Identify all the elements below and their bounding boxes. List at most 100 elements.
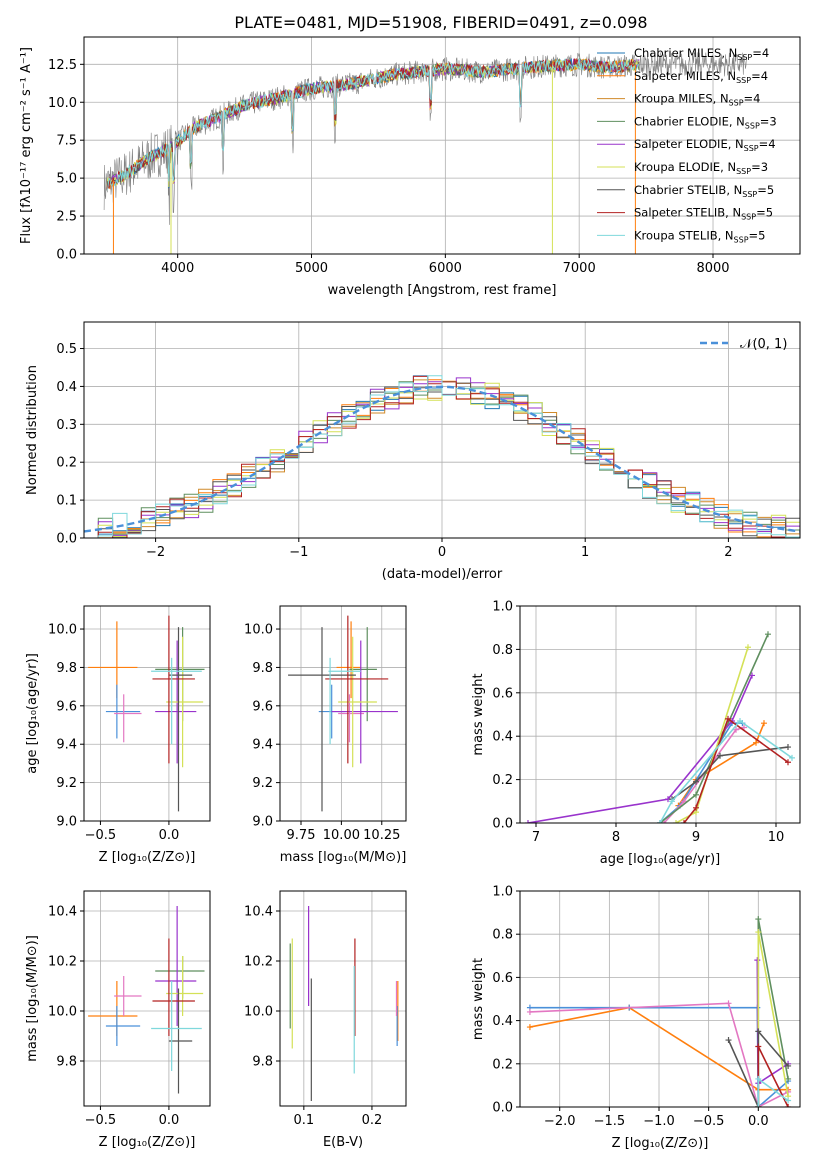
x-axis-label: E(B-V): [323, 1135, 363, 1150]
series-marker: [725, 715, 731, 722]
x-axis-label: mass [log₁₀(M/M⊙)]: [280, 850, 407, 865]
data-point: [325, 615, 389, 764]
plot-area: [288, 615, 398, 812]
series-marker: [717, 752, 723, 759]
y-tick-label: 0.2: [56, 456, 77, 471]
y-tick-label: 1.0: [492, 600, 513, 615]
y-axis-label: mass [log₁₀(M/M⊙)]: [25, 935, 40, 1062]
series-marker: [753, 739, 759, 746]
x-tick-label: 2: [724, 545, 732, 560]
series-marker: [755, 929, 762, 936]
data-point: [155, 627, 205, 722]
series-marker: [785, 1104, 792, 1107]
series-marker: [733, 726, 739, 733]
plot-area: [88, 615, 205, 812]
y-axis-label: Flux [fλ10⁻¹⁷ erg cm⁻² s⁻¹ A⁻¹]: [19, 47, 34, 244]
x-tick-label: 10.00: [323, 828, 360, 843]
data-point: [88, 621, 138, 699]
x-tick-label: 0.1: [293, 1113, 314, 1128]
y-tick-label: 10.0: [244, 623, 273, 638]
x-tick-label: 4000: [161, 261, 194, 276]
y-tick-label: 10.4: [48, 905, 77, 920]
panel-mass_vs_Z: −0.5 0.0 9.8 10.0 10.2 10.4 Z [log₁₀(Z/Z⊙)] mas…: [25, 890, 211, 1150]
x-axis-label: wavelength [Angstrom, rest frame]: [328, 283, 557, 298]
y-axis-label: mass weight: [471, 958, 486, 1040]
y-tick-label: 0.0: [492, 1101, 513, 1116]
y-tick-label: 0.5: [56, 342, 77, 357]
plot-area: [525, 631, 795, 823]
panel-spectrum: 4000 5000 6000 7000 8000 0.0 2.5 5.0 7.5 10.0 12.5…: [19, 36, 801, 298]
panel-mass_vs_ebv: 0.1 0.2 9.8 10.0 10.2 10.4 E(B-V): [244, 890, 407, 1150]
axes-frame: [519, 890, 801, 1108]
y-tick-label: 10.0: [48, 1005, 77, 1020]
data-point: [166, 636, 204, 768]
series-marker: [755, 916, 762, 923]
series-marker: [657, 820, 663, 823]
residual-histogram: [84, 375, 800, 538]
data-point: [152, 615, 195, 764]
series-marker: [525, 820, 531, 823]
legend-item: Chabrier MILES, NSSP=4: [597, 46, 769, 62]
x-tick-label: 0.0: [748, 1114, 769, 1129]
x-tick-label: 0.0: [159, 1113, 180, 1128]
series-line: [527, 675, 753, 823]
legend-item: Kroupa ELODIE, NSSP=3: [597, 160, 768, 176]
series-line: [529, 1002, 789, 1107]
plot-area: [289, 906, 399, 1101]
axes-frame: [83, 36, 801, 255]
legend-label: Salpeter MILES, NSSP=4: [634, 69, 768, 85]
series-marker: [785, 744, 791, 751]
data-point: [336, 621, 361, 699]
x-tick-label: 8000: [696, 261, 729, 276]
y-tick-label: 0.8: [492, 643, 513, 658]
series-line: [671, 746, 789, 800]
y-tick-label: 10.2: [244, 955, 273, 970]
x-tick-label: 0.0: [159, 828, 180, 843]
model-spectrum: [106, 58, 636, 191]
y-tick-label: 10.0: [48, 623, 77, 638]
series-marker: [725, 1000, 732, 1007]
legend: 𝒩(0, 1): [700, 337, 787, 352]
data-point: [288, 627, 356, 812]
series-marker: [785, 1062, 792, 1069]
axes-frame: [279, 605, 407, 822]
y-tick-label: 0.0: [492, 817, 513, 832]
y-tick-label: 9.4: [252, 738, 273, 753]
data-point: [114, 976, 142, 1016]
y-tick-label: 0.0: [56, 248, 77, 263]
x-tick-label: 8: [612, 830, 620, 845]
data-point: [105, 684, 141, 739]
series-marker: [755, 1075, 762, 1082]
series-line: [683, 717, 789, 823]
y-tick-label: 10.0: [48, 96, 77, 111]
series-marker: [755, 1043, 762, 1050]
y-axis-label: Normed distribution: [25, 365, 40, 495]
x-tick-label: 7000: [563, 261, 596, 276]
panel-massweight_vs_Z: −2.0 −1.5 −1.0 −0.5 0.0 0.0 0.2 0.4 0.6 0.8 1.0 Z […: [471, 885, 801, 1151]
data-point: [338, 636, 377, 768]
y-tick-label: 0.6: [492, 686, 513, 701]
legend-label: Kroupa MILES, NSSP=4: [634, 92, 760, 108]
series-marker: [526, 1008, 533, 1015]
data-point: [155, 906, 197, 1026]
y-tick-label: 9.8: [56, 661, 77, 676]
legend-label: Kroupa STELIB, NSSP=5: [634, 228, 765, 244]
x-tick-label: 9: [692, 830, 700, 845]
y-tick-label: 9.2: [252, 776, 273, 791]
x-tick-label: 1: [581, 545, 589, 560]
x-tick-label: −1: [289, 545, 308, 560]
series-marker: [693, 778, 699, 785]
y-axis-label: mass weight: [471, 673, 486, 755]
y-tick-label: 7.5: [56, 134, 77, 149]
x-tick-label: 10: [768, 830, 785, 845]
data-point: [151, 981, 202, 1071]
x-tick-label: −2.0: [544, 1114, 576, 1129]
data-point: [151, 657, 202, 745]
y-tick-label: 1.0: [492, 885, 513, 900]
data-point: [105, 1006, 141, 1046]
legend-item: Salpeter ELODIE, NSSP=4: [597, 137, 776, 153]
series-marker: [681, 820, 687, 823]
panel-age_vs_Z: −0.5 0.0 9.0 9.2 9.4 9.6 9.8 10.0 Z [log₁₀(Z/Z⊙)…: [25, 605, 211, 865]
x-axis-label: (data-model)/error: [382, 567, 503, 582]
series-marker: [745, 644, 751, 651]
